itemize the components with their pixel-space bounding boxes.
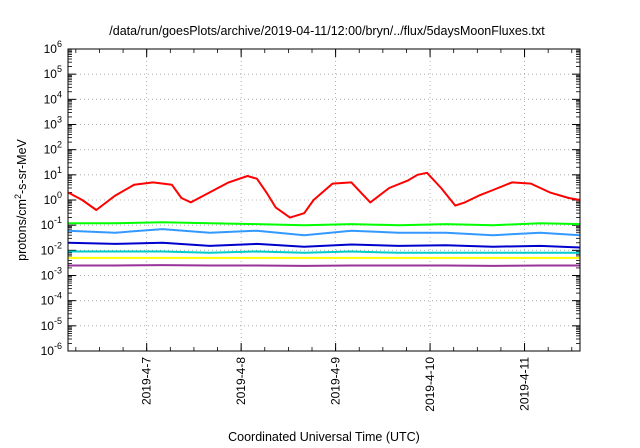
y-tick-exponent: -2	[54, 240, 62, 250]
x-tick-label: 2019-4-11	[518, 357, 532, 411]
y-tick-label: 10-4	[41, 291, 62, 308]
y-tick-exponent: 4	[57, 89, 62, 99]
y-tick-label: 102	[44, 140, 62, 157]
y-tick-exponent: 5	[57, 64, 62, 74]
series-line-5	[68, 250, 580, 254]
y-tick-label: 105	[44, 64, 62, 81]
y-tick-exponent: -3	[54, 266, 62, 276]
y-axis-label-superscript: 2	[13, 194, 23, 199]
y-tick-exponent: -1	[54, 215, 62, 225]
y-axis-tick-labels: 10610510410310210110010-110-210-310-410-…	[41, 39, 62, 358]
y-tick-exponent: -5	[54, 316, 62, 326]
x-axis-label: Coordinated Universal Time (UTC)	[228, 430, 420, 444]
y-tick-exponent: 6	[57, 39, 62, 49]
y-tick-label: 10-1	[41, 215, 62, 232]
x-tick-label: 2019-4-7	[140, 357, 154, 405]
y-tick-exponent: 3	[57, 115, 62, 125]
y-tick-label: 10-6	[41, 341, 62, 358]
series-line-4	[67, 241, 581, 249]
series-line-3	[67, 228, 581, 237]
y-axis-label: protons/cm2-s-sr-MeV	[13, 138, 29, 260]
y-tick-label: 10-2	[41, 240, 62, 257]
y-axis-label-rest: -s-sr-MeV	[15, 138, 29, 194]
y-tick-label: 104	[44, 89, 62, 106]
series	[67, 171, 581, 267]
y-tick-exponent: -6	[54, 341, 62, 351]
y-tick-exponent: -4	[54, 291, 62, 301]
chart-title: /data/run/goesPlots/archive/2019-04-11/1…	[109, 24, 545, 38]
y-tick-label: 10-5	[41, 316, 62, 333]
plot-frame	[67, 48, 581, 352]
y-tick-label: 103	[44, 115, 62, 132]
y-tick-exponent: 0	[57, 190, 62, 200]
y-tick-exponent: 1	[57, 165, 62, 175]
y-tick-label: 106	[44, 39, 62, 56]
grid	[68, 49, 580, 351]
x-tick-label: 2019-4-10	[423, 357, 437, 412]
x-tick-label: 2019-4-9	[329, 357, 343, 405]
y-tick-label: 10-3	[41, 266, 62, 283]
y-tick-exponent: 2	[57, 140, 62, 150]
series-line-2	[68, 221, 581, 227]
series-line-1	[67, 171, 581, 219]
x-tick-label: 2019-4-8	[234, 357, 248, 405]
y-tick-label: 101	[44, 165, 62, 182]
series-line-7	[68, 264, 580, 267]
x-axis-tick-labels: 2019-4-7 2019-4-8 2019-4-9 2019-4-10 2019-4-…	[140, 357, 532, 412]
y-tick-label: 100	[44, 190, 62, 207]
